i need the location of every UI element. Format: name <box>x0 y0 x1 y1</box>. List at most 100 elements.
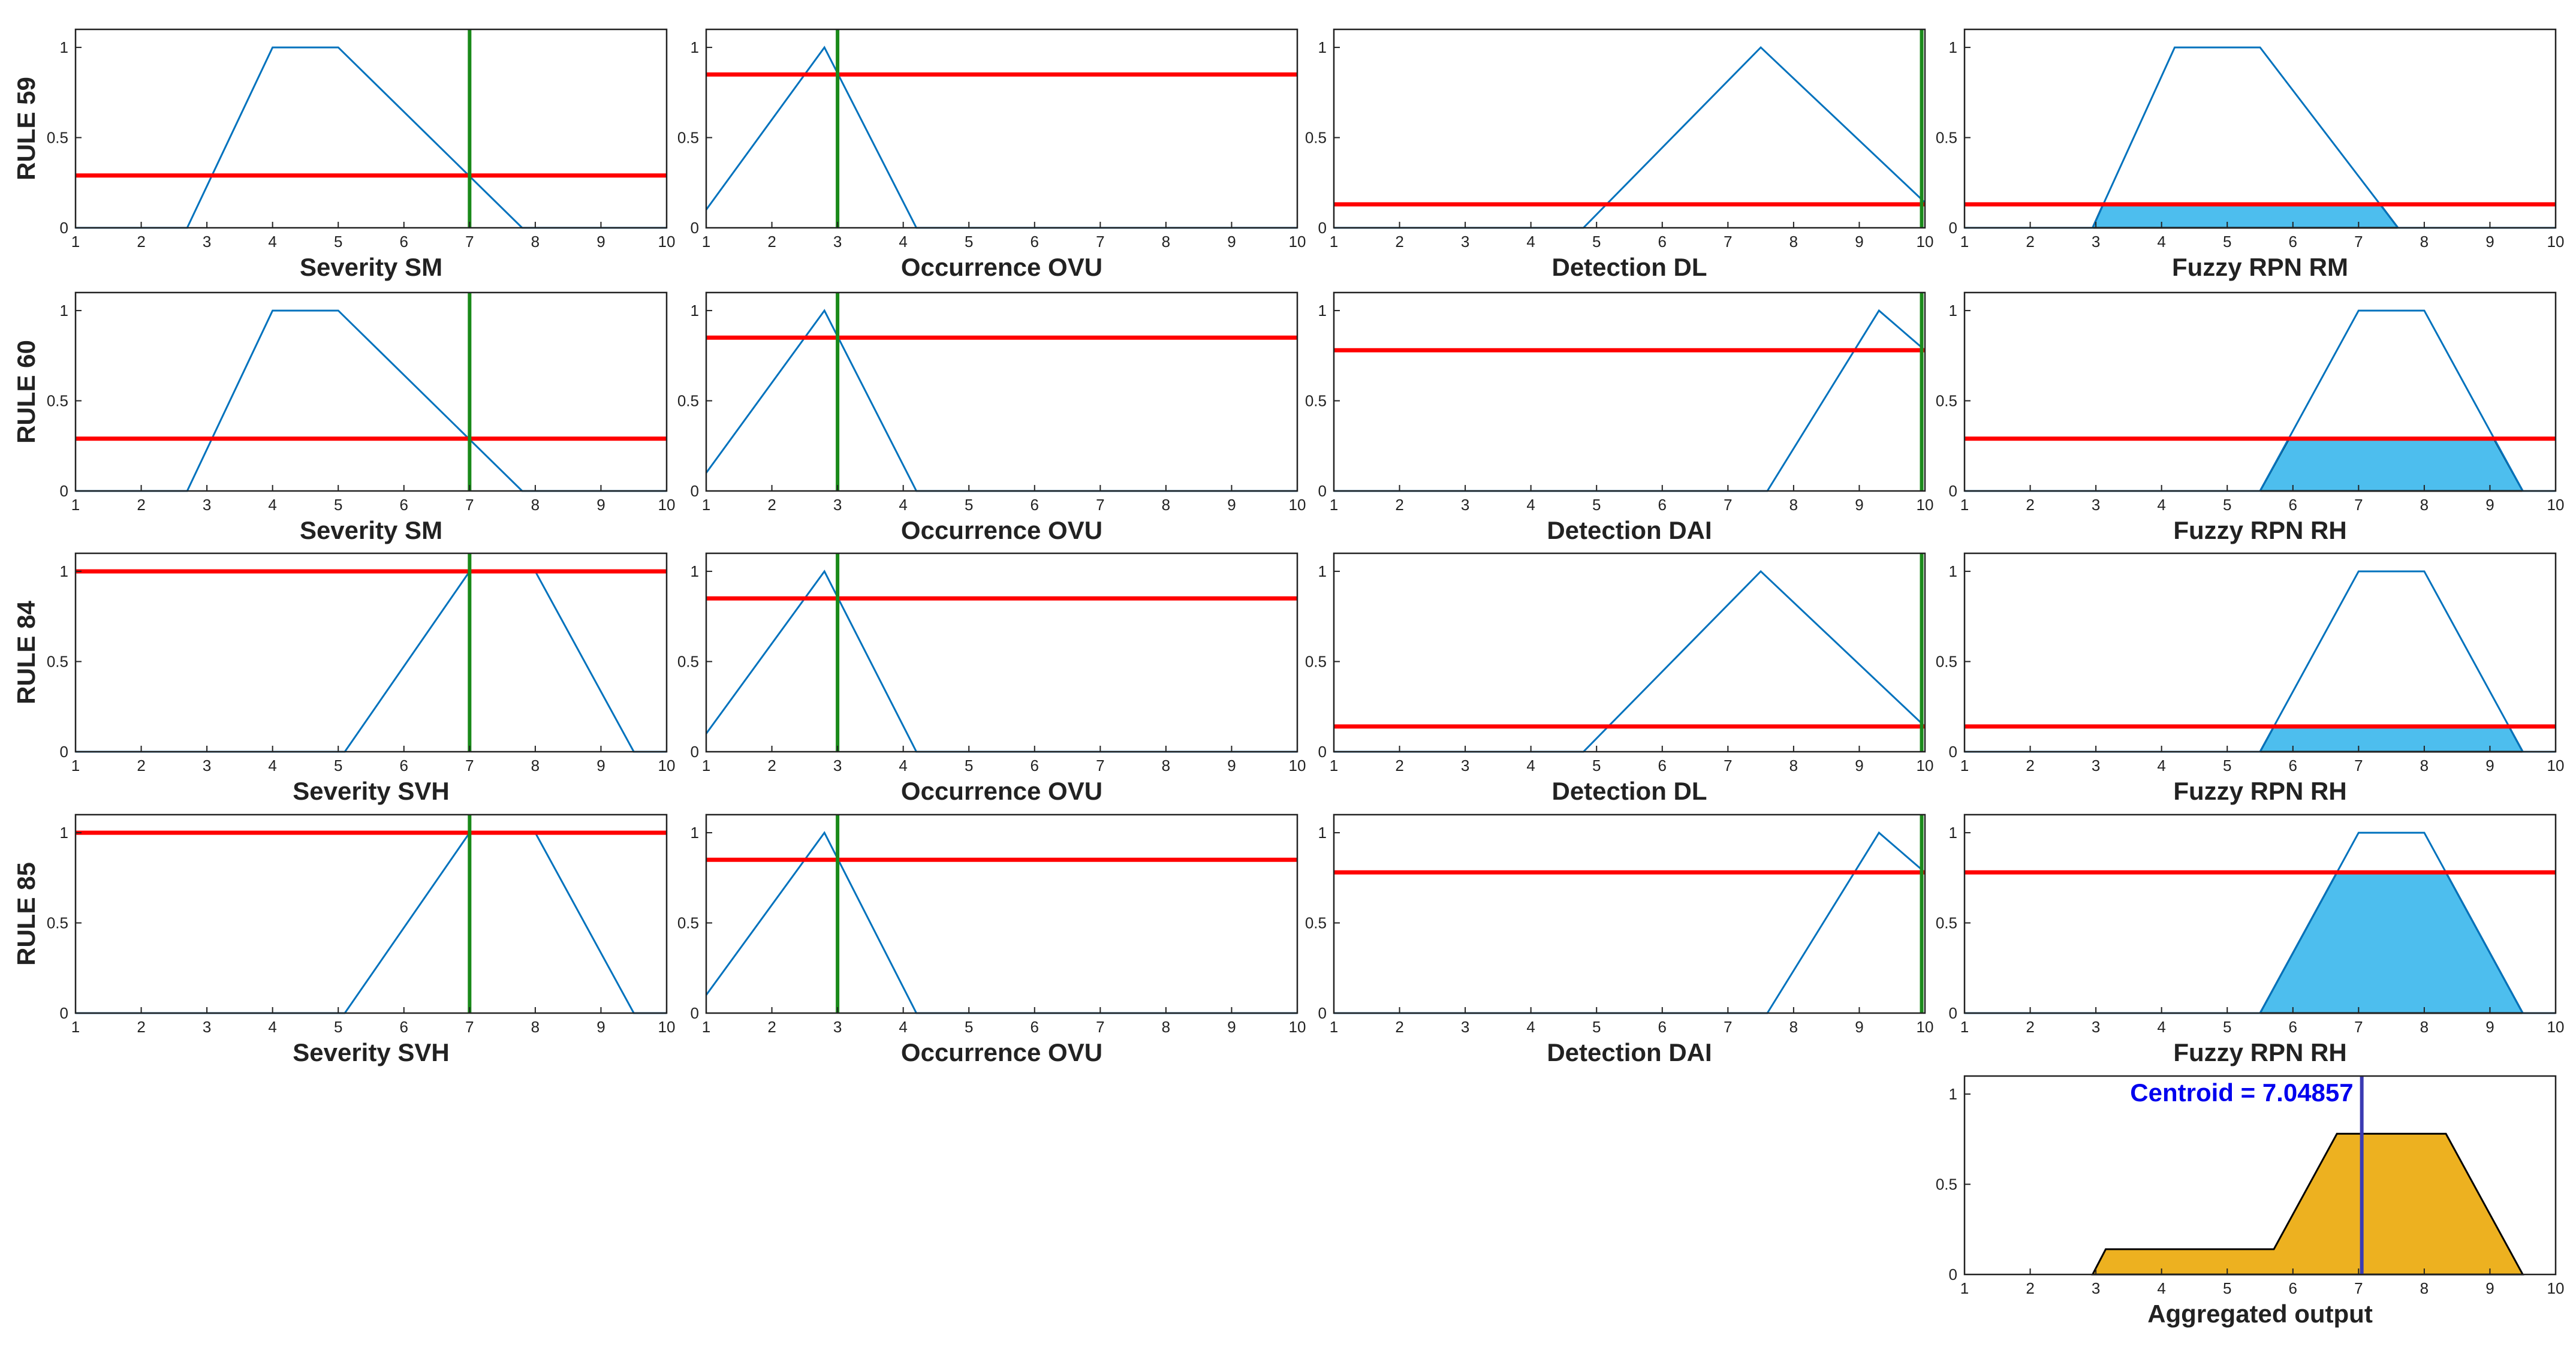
x-tick-label: 3 <box>203 233 211 251</box>
x-tick-label: 8 <box>1162 757 1170 775</box>
x-tick-label: 2 <box>137 233 145 251</box>
chart: 1 2 3 4 5 6 7 8 9 10 0 0.5 1 Severity SVH <box>47 813 675 1066</box>
x-tick-label: 5 <box>2223 233 2231 251</box>
y-tick-label: 0.5 <box>677 653 699 671</box>
x-tick-label: 4 <box>899 233 907 251</box>
x-tick-label: 7 <box>1096 496 1104 514</box>
x-tick-label: 5 <box>334 233 342 251</box>
x-tick-label: 8 <box>2420 496 2429 514</box>
y-tick-label: 0.5 <box>47 653 68 671</box>
x-tick-label: 3 <box>2092 496 2100 514</box>
area <box>2258 438 2524 492</box>
x-tick-label: 6 <box>2289 233 2297 251</box>
x-tick-label: 9 <box>596 496 605 514</box>
y-tick-label: 0.5 <box>1305 914 1327 932</box>
y-tick-label: 0 <box>691 1004 699 1022</box>
y-tick-label: 1 <box>60 824 68 842</box>
x-tick-label: 10 <box>2547 496 2565 514</box>
y-tick-label: 1 <box>1318 302 1327 320</box>
x-tick-label: 7 <box>1096 1018 1104 1036</box>
row-label: RULE 60 <box>12 340 40 444</box>
axes-frame <box>705 552 1298 753</box>
x-axis-label: Detection DAI <box>1547 1038 1712 1066</box>
x-tick-label: 1 <box>1960 496 1969 514</box>
x-tick-label: 2 <box>2026 757 2034 775</box>
x-tick-label: 2 <box>137 496 145 514</box>
axes-frame <box>1963 813 2557 1014</box>
x-tick-label: 8 <box>531 757 540 775</box>
row-label: RULE 59 <box>12 77 40 180</box>
plot-area <box>1334 553 1925 752</box>
x-tick-label: 1 <box>1330 496 1338 514</box>
x-tick-label: 2 <box>1395 757 1403 775</box>
x-tick-label: 10 <box>2547 757 2565 775</box>
x-tick-label: 3 <box>203 1018 211 1036</box>
x-axis-label: Occurrence OVU <box>901 1038 1102 1066</box>
y-tick-label: 1 <box>1318 562 1327 580</box>
plot-area <box>1334 29 1925 228</box>
x-tick-label: 9 <box>1855 757 1863 775</box>
y-tick-label: 0 <box>60 482 68 500</box>
x-tick-label: 5 <box>334 496 342 514</box>
y-tick-label: 0.5 <box>1936 392 1957 410</box>
x-tick-label: 7 <box>1096 233 1104 251</box>
x-tick-label: 6 <box>2289 757 2297 775</box>
x-tick-label: 3 <box>1461 757 1469 775</box>
y-tick-label: 0 <box>60 219 68 237</box>
y-tick-label: 0.5 <box>47 129 68 147</box>
x-tick-label: 5 <box>965 757 973 775</box>
x-axis-label: Detection DAI <box>1547 516 1712 544</box>
x-tick-label: 9 <box>1855 233 1863 251</box>
plot-area <box>1334 815 1925 1013</box>
x-tick-label: 5 <box>2223 1018 2231 1036</box>
axes-frame <box>1333 291 1926 492</box>
area <box>2258 725 2524 753</box>
y-tick-label: 0 <box>1318 219 1327 237</box>
x-tick-label: 4 <box>1526 233 1535 251</box>
x-tick-label: 1 <box>702 1018 710 1036</box>
x-tick-label: 1 <box>71 757 80 775</box>
x-tick-label: 1 <box>1330 233 1338 251</box>
x-tick-label: 5 <box>334 757 342 775</box>
x-tick-label: 9 <box>596 757 605 775</box>
x-tick-label: 3 <box>2092 757 2100 775</box>
x-axis-label: Severity SM <box>300 516 442 544</box>
axes-frame <box>74 813 668 1014</box>
plot-area <box>1334 293 1925 491</box>
x-tick-label: 9 <box>1227 233 1236 251</box>
x-tick-label: 3 <box>2092 233 2100 251</box>
y-tick-label: 1 <box>1318 38 1327 56</box>
x-tick-label: 5 <box>2223 1279 2231 1297</box>
plot-area <box>1965 29 2556 228</box>
x-tick-label: 3 <box>833 757 842 775</box>
axes-frame <box>1963 1075 2557 1276</box>
y-tick-label: 0.5 <box>677 914 699 932</box>
x-tick-label: 2 <box>2026 1279 2034 1297</box>
x-tick-label: 5 <box>334 1018 342 1036</box>
x-tick-label: 5 <box>1592 496 1601 514</box>
x-tick-label: 6 <box>400 233 408 251</box>
x-tick-label: 8 <box>1162 233 1170 251</box>
y-tick-label: 0 <box>1949 482 1957 500</box>
annotation: Centroid = 7.04857 <box>2130 1078 2353 1107</box>
x-tick-label: 2 <box>137 1018 145 1036</box>
x-tick-label: 6 <box>2289 1018 2297 1036</box>
x-tick-label: 9 <box>1855 496 1863 514</box>
plot-area <box>76 815 667 1013</box>
x-tick-label: 8 <box>1789 757 1798 775</box>
y-tick-label: 0.5 <box>47 914 68 932</box>
x-tick-label: 5 <box>1592 1018 1601 1036</box>
chart: 1 2 3 4 5 6 7 8 9 10 0 0.5 1 Occurrence OVU <box>677 813 1306 1066</box>
x-tick-label: 6 <box>1658 757 1667 775</box>
y-tick-label: 0.5 <box>1305 129 1327 147</box>
y-tick-label: 1 <box>1949 1085 1957 1103</box>
x-tick-label: 5 <box>965 496 973 514</box>
x-tick-label: 6 <box>2289 496 2297 514</box>
x-tick-label: 9 <box>596 233 605 251</box>
x-tick-label: 3 <box>833 233 842 251</box>
y-tick-label: 0.5 <box>677 392 699 410</box>
x-axis-label: Occurrence OVU <box>901 777 1102 805</box>
x-axis-label: Fuzzy RPN RH <box>2173 516 2346 544</box>
plot-area <box>1965 553 2556 752</box>
